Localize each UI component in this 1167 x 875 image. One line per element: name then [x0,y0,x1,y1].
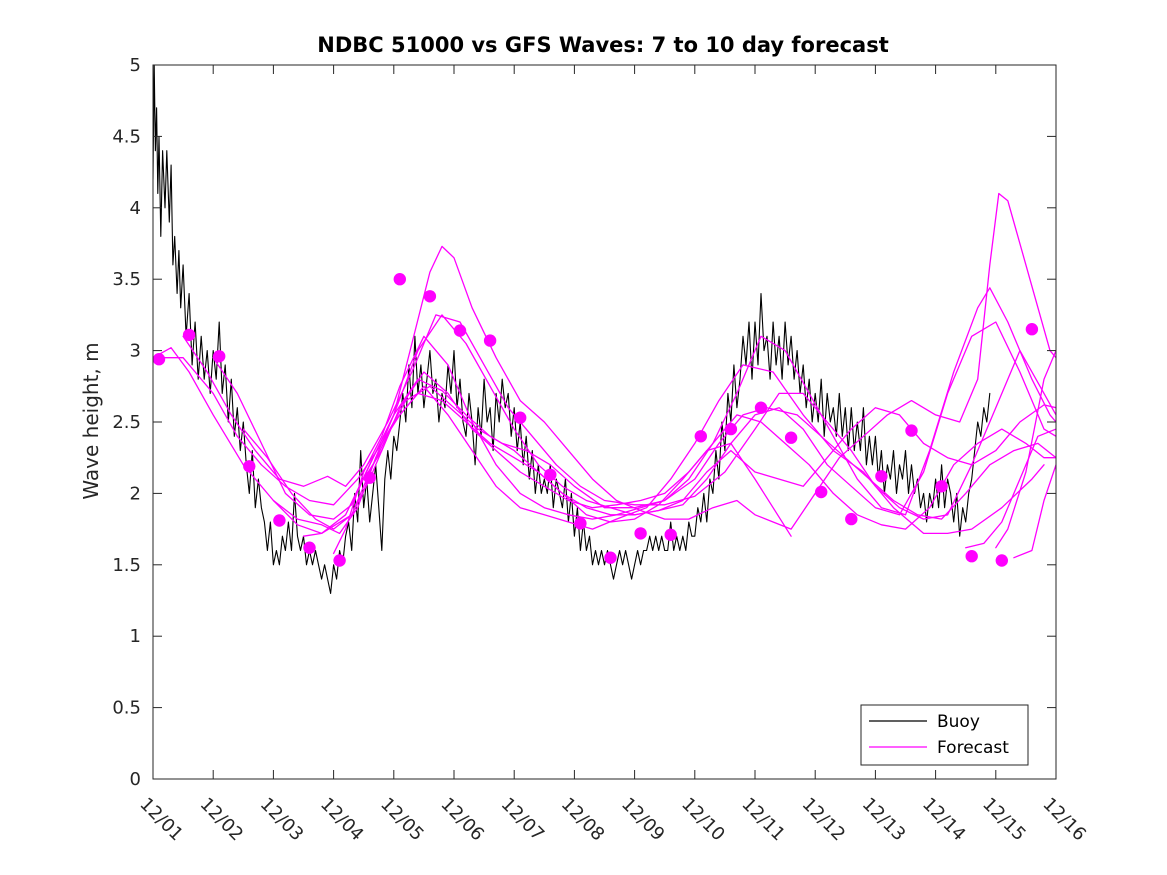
forecast-point-10 [453,324,467,337]
legend-box [860,704,1029,766]
forecast-point-7 [363,471,376,484]
y-tick-label: 1 [130,626,141,647]
forecast-point-27 [965,550,978,563]
legend: Buoy Forecast [860,704,1029,766]
forecast-point-22 [815,485,828,499]
forecast-point-13 [544,468,557,481]
forecast-point-4 [273,514,286,527]
forecast-point-24 [875,470,888,483]
y-axis-label: Wave height, m [79,342,103,499]
forecast-series-line-10 [965,428,1056,549]
forecast-point-19 [724,422,738,436]
forecast-point-3 [243,460,256,473]
forecast-point-5 [303,541,316,554]
forecast-point-25 [905,424,918,437]
forecast-point-12 [514,411,527,424]
chart-title: NDBC 51000 vs GFS Waves: 7 to 10 day for… [317,33,888,57]
forecast-point-1 [182,328,196,342]
y-tick-label: 3 [130,341,141,362]
y-tick-label: 0 [130,769,141,790]
forecast-point-14 [574,517,587,530]
forecast-point-28 [995,554,1008,567]
forecast-series-line-8 [332,287,1056,555]
forecast-series-line-1 [153,347,1045,535]
forecast-point-29 [1025,323,1039,336]
forecast-series-line-12 [1013,464,1056,559]
forecast-point-9 [423,290,437,303]
y-tick-label: 4.5 [112,126,141,147]
y-tick-label: 5 [130,55,141,76]
series-group [153,65,1056,594]
y-tick-label: 2 [130,483,141,504]
y-tick-label: 2.5 [112,412,141,433]
forecast-point-8 [393,273,406,286]
legend-label-1: Forecast [937,738,1009,758]
forecast-point-2 [213,350,226,363]
forecast-point-20 [754,401,768,414]
forecast-point-26 [935,480,948,493]
y-tick-label: 4 [130,198,141,219]
forecast-point-18 [694,430,707,443]
forecast-point-21 [784,431,798,444]
forecast-point-23 [845,512,858,526]
forecast-point-17 [664,528,677,541]
forecast-point-0 [153,353,166,366]
forecast-series-line-11 [995,349,1056,549]
y-tick-label: 1.5 [112,555,141,576]
forecast-point-15 [604,551,617,564]
plot-background [153,65,1056,779]
forecast-series-line-3 [182,314,1056,520]
y-tick-label: 0.5 [112,698,141,719]
forecast-point-6 [333,554,346,567]
forecast-series-line-7 [302,192,1056,537]
legend-label-0: Buoy [937,712,980,732]
y-tick-label: 3.5 [112,269,141,290]
forecast-point-16 [634,527,647,540]
forecast-series-line-2 [153,357,1056,520]
forecast-series-line-6 [272,378,792,537]
forecast-series-line-9 [363,371,1056,530]
buoy-series-line [153,65,991,594]
forecast-point-11 [483,334,497,347]
